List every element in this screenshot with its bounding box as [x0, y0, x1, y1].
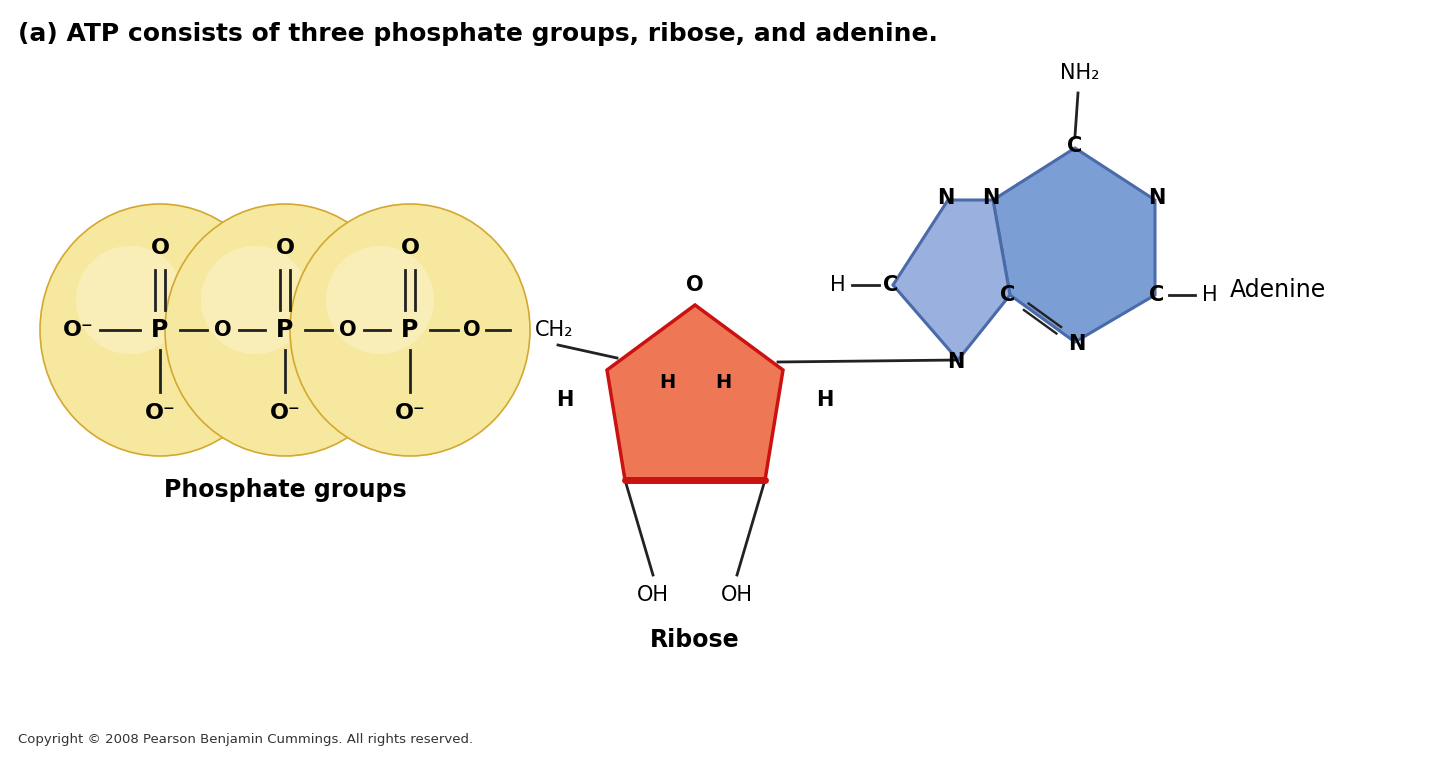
- Text: O: O: [213, 320, 232, 340]
- Ellipse shape: [202, 246, 310, 354]
- Text: OH: OH: [636, 585, 670, 605]
- Ellipse shape: [40, 204, 279, 456]
- Text: H: H: [831, 275, 845, 295]
- Text: C: C: [1001, 285, 1015, 305]
- Text: O⁻: O⁻: [62, 320, 94, 340]
- Text: O: O: [151, 238, 170, 258]
- Text: N: N: [1148, 188, 1166, 208]
- Text: O⁻: O⁻: [269, 403, 301, 423]
- Text: P: P: [276, 318, 294, 342]
- Text: H: H: [816, 390, 834, 410]
- Text: CH₂: CH₂: [536, 320, 573, 340]
- Ellipse shape: [166, 204, 405, 456]
- Text: Adenine: Adenine: [1230, 278, 1326, 302]
- Text: P: P: [402, 318, 419, 342]
- Text: C: C: [1067, 136, 1083, 156]
- Text: Copyright © 2008 Pearson Benjamin Cummings. All rights reserved.: Copyright © 2008 Pearson Benjamin Cummin…: [17, 733, 474, 746]
- Text: O⁻: O⁻: [395, 403, 425, 423]
- Polygon shape: [608, 305, 783, 480]
- Text: Ribose: Ribose: [651, 628, 740, 652]
- Text: O: O: [275, 238, 295, 258]
- Polygon shape: [893, 200, 1009, 360]
- Text: P: P: [151, 318, 168, 342]
- Text: N: N: [937, 188, 955, 208]
- Text: Phosphate groups: Phosphate groups: [164, 478, 406, 502]
- Text: O: O: [464, 320, 481, 340]
- Text: O⁻: O⁻: [144, 403, 176, 423]
- Text: H: H: [1202, 285, 1218, 305]
- Polygon shape: [994, 148, 1155, 342]
- Ellipse shape: [289, 204, 530, 456]
- Text: H: H: [556, 390, 573, 410]
- Ellipse shape: [76, 246, 184, 354]
- Text: H: H: [660, 372, 675, 391]
- Ellipse shape: [325, 246, 433, 354]
- Text: OH: OH: [721, 585, 753, 605]
- Text: N: N: [1068, 334, 1086, 354]
- Text: NH₂: NH₂: [1060, 63, 1100, 83]
- Text: O: O: [338, 320, 356, 340]
- Text: C: C: [1149, 285, 1165, 305]
- Text: H: H: [714, 372, 732, 391]
- Text: N: N: [948, 352, 965, 372]
- Text: O: O: [687, 275, 704, 295]
- Text: N: N: [982, 188, 999, 208]
- Text: O: O: [400, 238, 419, 258]
- Text: C: C: [883, 275, 899, 295]
- Text: (a) ATP consists of three phosphate groups, ribose, and adenine.: (a) ATP consists of three phosphate grou…: [17, 22, 937, 46]
